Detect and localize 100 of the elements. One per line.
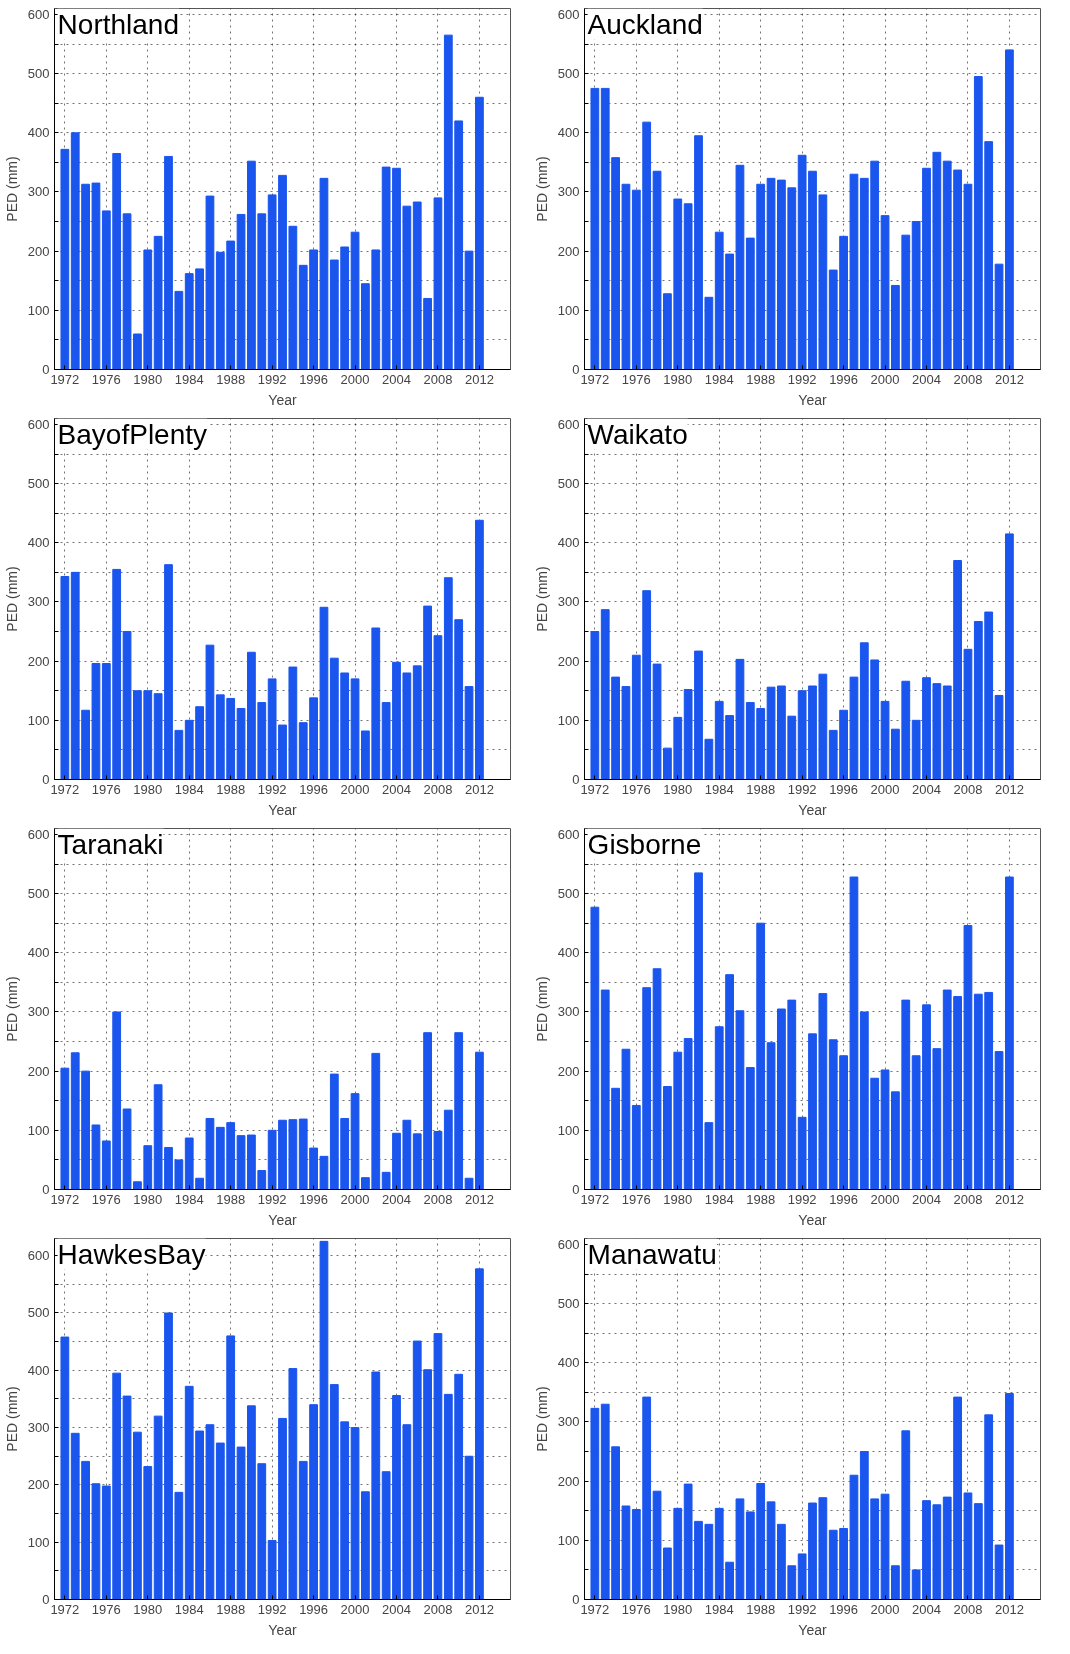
x-tick-label: 2000 [340, 1601, 370, 1617]
y-tick-label: 0 [42, 772, 50, 787]
x-tick-label: 1988 [746, 1191, 776, 1207]
x-axis-title: Year [268, 391, 297, 408]
y-tick-label: 600 [27, 1248, 50, 1264]
x-axis-title: Year [268, 1211, 297, 1228]
x-tick-label: 1996 [829, 781, 859, 797]
chart-title: Gisborne [587, 828, 702, 860]
y-tick-label: 400 [557, 1355, 580, 1371]
x-tick-label: 1996 [299, 781, 329, 797]
y-tick-label: 600 [557, 416, 580, 432]
y-tick-label: 200 [27, 1063, 50, 1079]
x-tick-label: 1976 [91, 781, 121, 797]
y-tick-label: 0 [42, 1592, 50, 1607]
x-tick-label: 2008 [423, 1191, 453, 1207]
x-tick-label: 1980 [663, 1191, 693, 1207]
x-tick-label: 1972 [580, 371, 610, 387]
x-tick-label: 2012 [464, 1191, 494, 1207]
x-tick-label: 1996 [299, 1601, 329, 1617]
x-tick-label: 1996 [829, 1191, 859, 1207]
x-tick-label: 1980 [133, 1601, 163, 1617]
x-tick-label: 1996 [299, 371, 329, 387]
y-tick-label: 200 [557, 243, 580, 259]
y-tick-label: 100 [557, 1122, 580, 1138]
x-tick-label: 1972 [50, 1191, 80, 1207]
x-axis-title: Year [798, 801, 827, 818]
y-tick-label: 300 [557, 1414, 580, 1430]
x-tick-label: 1972 [580, 1601, 610, 1617]
y-tick-label: 400 [27, 945, 50, 961]
y-tick-label: 600 [557, 1236, 580, 1252]
x-tick-label: 2012 [994, 1601, 1024, 1617]
y-tick-label: 500 [557, 1296, 580, 1312]
y-tick-label: 400 [27, 125, 50, 141]
y-tick-label: 200 [27, 1477, 50, 1493]
x-tick-label: 2012 [994, 1191, 1024, 1207]
x-tick-label: 2012 [994, 781, 1024, 797]
y-tick-label: 500 [27, 886, 50, 902]
x-tick-label: 2008 [953, 1191, 983, 1207]
y-tick-label: 500 [27, 66, 50, 82]
y-tick-label: 500 [557, 66, 580, 82]
x-tick-label: 1972 [50, 1601, 80, 1617]
y-axis-title: PED (mm) [533, 566, 550, 632]
y-tick-label: 400 [557, 945, 580, 961]
x-tick-label: 2012 [994, 371, 1024, 387]
x-tick-label: 1984 [174, 781, 204, 797]
x-tick-label: 1976 [621, 1601, 651, 1617]
x-tick-label: 1992 [257, 1191, 287, 1207]
y-tick-label: 200 [557, 1063, 580, 1079]
x-tick-label: 1988 [216, 371, 246, 387]
x-tick-label: 1992 [257, 781, 287, 797]
x-tick-label: 1980 [133, 1191, 163, 1207]
x-tick-label: 2000 [340, 781, 370, 797]
y-tick-label: 0 [572, 1592, 580, 1607]
x-axis-title: Year [798, 391, 827, 408]
chart-title: Auckland [587, 8, 703, 40]
y-tick-label: 300 [27, 1420, 50, 1436]
y-tick-label: 100 [557, 302, 580, 318]
x-tick-label: 1992 [257, 1601, 287, 1617]
y-tick-label: 600 [557, 6, 580, 22]
x-tick-label: 2004 [382, 371, 411, 387]
x-tick-label: 1992 [787, 1601, 817, 1617]
chart-title: Waikato [587, 418, 688, 450]
y-tick-label: 300 [557, 184, 580, 200]
y-tick-label: 400 [557, 125, 580, 141]
x-tick-label: 1984 [704, 781, 734, 797]
y-tick-label: 600 [27, 416, 50, 432]
x-tick-label: 1976 [91, 1191, 121, 1207]
x-tick-label: 2004 [382, 781, 411, 797]
x-tick-label: 1984 [704, 1191, 734, 1207]
x-tick-label: 2008 [953, 781, 983, 797]
y-tick-label: 0 [572, 362, 580, 377]
y-tick-label: 600 [27, 826, 50, 842]
x-tick-label: 1984 [704, 1601, 734, 1617]
x-tick-label: 1992 [787, 1191, 817, 1207]
x-tick-label: 1972 [50, 371, 80, 387]
x-tick-label: 2008 [423, 1601, 453, 1617]
x-tick-label: 1992 [787, 781, 817, 797]
y-tick-label: 0 [572, 1182, 580, 1197]
x-tick-label: 2000 [340, 371, 370, 387]
y-tick-label: 500 [557, 886, 580, 902]
y-axis-title: PED (mm) [3, 566, 20, 632]
x-tick-label: 2000 [870, 1601, 900, 1617]
y-tick-label: 100 [27, 1534, 50, 1550]
x-tick-label: 2000 [870, 371, 900, 387]
y-axis-title: PED (mm) [3, 156, 20, 222]
chart-title: BayofPlenty [57, 418, 208, 450]
x-axis-title: Year [798, 1211, 827, 1228]
x-tick-label: 2004 [912, 1601, 941, 1617]
x-tick-label: 2004 [912, 371, 941, 387]
y-axis-title: PED (mm) [533, 156, 550, 222]
x-tick-label: 2012 [464, 371, 494, 387]
chart-title: HawkesBay [57, 1238, 206, 1270]
x-tick-label: 1988 [216, 1601, 246, 1617]
x-tick-label: 1976 [621, 371, 651, 387]
y-tick-label: 600 [557, 826, 580, 842]
y-tick-label: 100 [557, 712, 580, 728]
y-tick-label: 200 [557, 1473, 580, 1489]
y-tick-label: 300 [557, 594, 580, 610]
x-tick-label: 1976 [621, 1191, 651, 1207]
x-tick-label: 1992 [787, 371, 817, 387]
